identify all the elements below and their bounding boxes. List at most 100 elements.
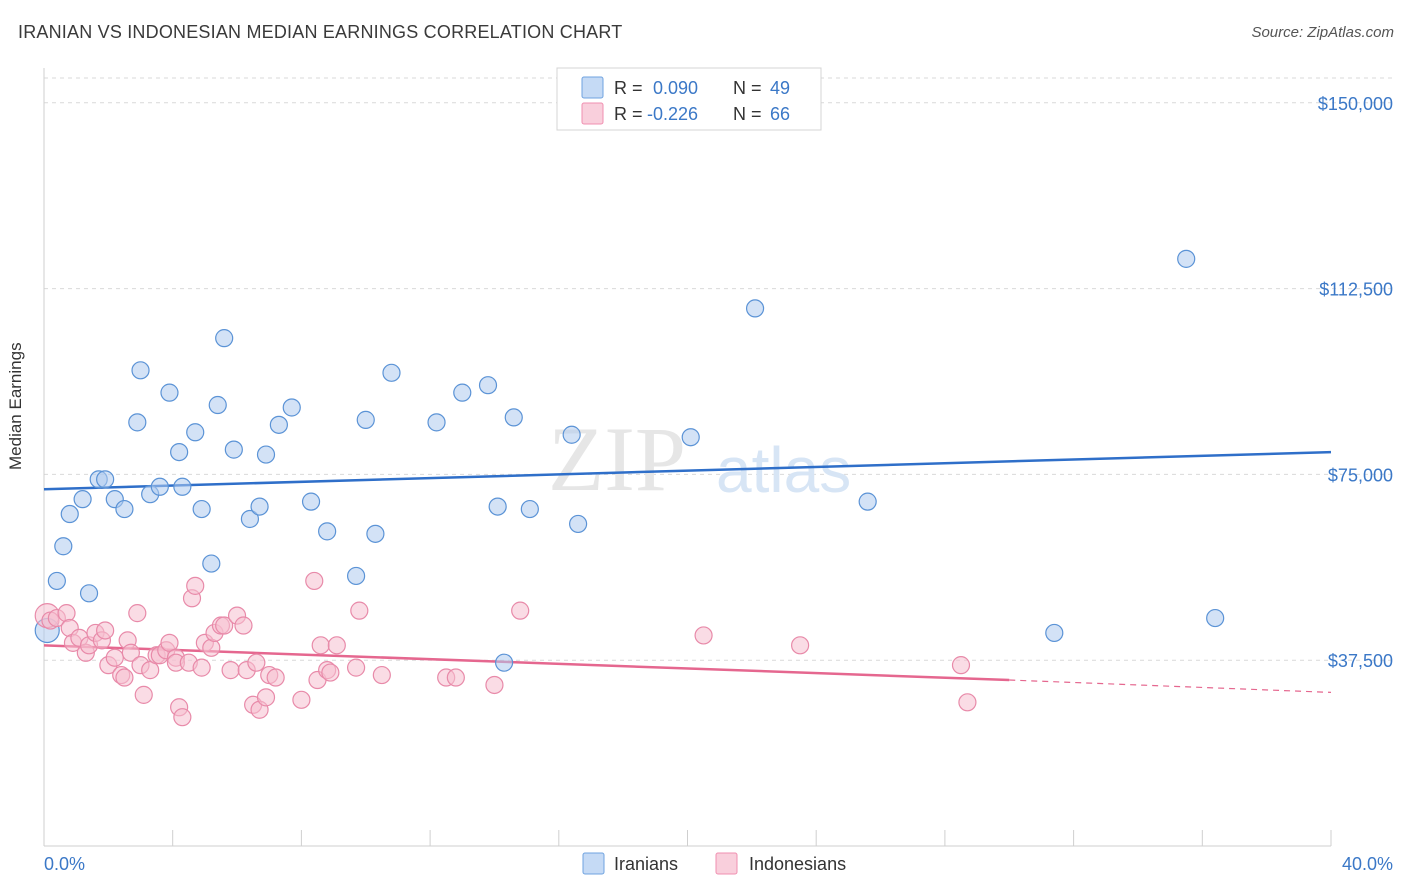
iranians-point	[115, 499, 134, 519]
iranians-point	[128, 413, 147, 432]
series-legend: Iranians Indonesians	[582, 852, 846, 875]
iranians-point	[495, 653, 514, 672]
iranians-point	[301, 492, 321, 511]
indonesians-point	[256, 688, 276, 707]
grid-lines	[44, 77, 1395, 661]
iranians-point	[1177, 249, 1196, 268]
chart-title: IRANIAN VS INDONESIAN MEDIAN EARNINGS CO…	[18, 22, 623, 42]
iranians-point	[160, 383, 179, 402]
indonesians-point	[192, 658, 211, 677]
legend-n-label-1: N =	[733, 78, 762, 98]
legend-swatch-iranians	[582, 852, 605, 875]
iranians-point	[73, 490, 92, 509]
iranians-point	[173, 477, 192, 496]
iranians-point	[504, 408, 523, 427]
x-tick-label: 0.0%	[44, 854, 85, 874]
iranians-point	[170, 442, 189, 462]
legend-n-value-2: 66	[770, 104, 790, 124]
legend-r-label-1: R =	[614, 78, 643, 98]
iranians-point	[681, 428, 700, 447]
x-tick-label: 40.0%	[1342, 854, 1393, 874]
iranians-point	[150, 477, 169, 496]
iranians-point	[215, 329, 234, 348]
legend-r-value-2: -0.226	[647, 104, 698, 124]
iranians-point	[240, 509, 260, 529]
iranians-point	[356, 410, 375, 429]
legend-n-value-1: 49	[770, 78, 790, 98]
iranians-point	[282, 398, 301, 417]
iranians-point	[96, 470, 115, 489]
indonesians-point	[215, 616, 234, 635]
iranians-point	[318, 522, 337, 541]
x-tick-labels: 0.0% 40.0%	[44, 854, 1393, 874]
indonesians-point	[96, 621, 115, 640]
indonesians-point	[694, 626, 713, 645]
iranians-point	[520, 499, 539, 519]
iranians-point	[1045, 623, 1064, 643]
indonesians-point	[186, 576, 205, 595]
iranians-point	[453, 383, 472, 402]
indonesians-point	[511, 601, 530, 620]
legend-n-label-2: N =	[733, 104, 762, 124]
indonesians-point	[115, 668, 134, 687]
y-tick-labels: $37,500 $75,000 $112,500 $150,000	[1318, 94, 1393, 671]
indonesians-point	[958, 693, 977, 712]
legend-r-label-2: R =	[614, 104, 643, 124]
indonesians-trend-extension	[1009, 679, 1332, 693]
y-tick-label: $150,000	[1318, 94, 1393, 114]
iranians-point	[488, 497, 507, 516]
legend-label-iranians: Iranians	[614, 854, 678, 874]
indonesians-point	[327, 636, 346, 655]
data-points	[34, 249, 1225, 727]
legend-swatch-blue	[581, 76, 604, 99]
indonesians-point	[350, 601, 369, 620]
iranians-point	[1206, 608, 1225, 628]
iranians-point	[269, 415, 288, 434]
iranians-point	[478, 376, 498, 395]
indonesians-point	[105, 648, 124, 667]
iranians-point	[250, 497, 269, 516]
iranians-point	[569, 514, 588, 534]
trend-lines	[43, 450, 1332, 693]
y-tick-label: $75,000	[1328, 465, 1393, 485]
y-tick-label: $112,500	[1319, 280, 1393, 300]
legend-swatch-pink	[581, 102, 604, 125]
indonesians-point	[372, 665, 391, 685]
indonesians-point	[134, 685, 153, 704]
indonesians-point	[57, 604, 76, 623]
iranians-point	[562, 425, 581, 444]
correlation-legend: R = 0.090 N = 49 R = -0.226 N = 66	[556, 67, 822, 131]
indonesians-point	[485, 675, 504, 695]
iranians-point	[256, 445, 276, 464]
iranians-point	[186, 423, 205, 442]
indonesians-point	[292, 690, 311, 709]
iranians-trend-line	[43, 450, 1332, 491]
watermark-zip: ZIP	[548, 408, 686, 510]
indonesians-point	[121, 643, 140, 662]
indonesians-point	[202, 638, 221, 657]
indonesians-point	[951, 656, 971, 675]
indonesians-point	[321, 663, 340, 682]
indonesians-point	[346, 658, 366, 677]
iranians-point	[60, 504, 79, 524]
y-tick-label: $37,500	[1328, 651, 1393, 671]
iranians-point	[131, 361, 150, 380]
indonesians-point	[128, 604, 147, 623]
indonesians-point	[266, 668, 285, 687]
iranians-point	[858, 492, 877, 511]
iranians-point	[202, 554, 221, 573]
watermark: ZIP atlas	[548, 408, 851, 510]
iranians-point	[745, 299, 765, 318]
iranians-point	[346, 566, 366, 586]
legend-r-value-1: 0.090	[653, 78, 698, 98]
indonesians-point	[446, 668, 465, 687]
indonesians-point	[311, 636, 330, 655]
legend-label-indonesians: Indonesians	[749, 854, 846, 874]
iranians-point	[427, 413, 446, 432]
iranians-point	[382, 363, 401, 382]
indonesians-point	[234, 616, 253, 635]
iranians-point	[366, 524, 385, 543]
legend-swatch-indonesians	[715, 852, 738, 875]
indonesians-point	[173, 708, 192, 727]
